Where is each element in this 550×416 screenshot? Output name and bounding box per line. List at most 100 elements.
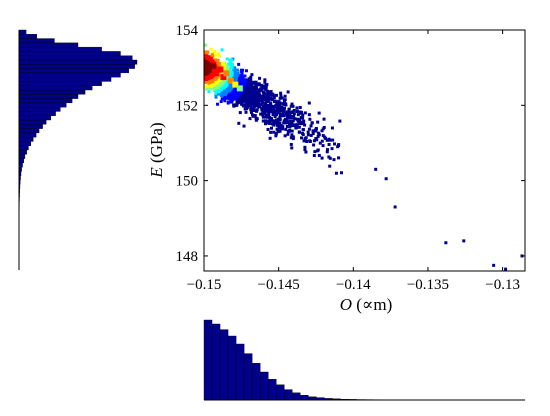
- scatter-point: [229, 60, 233, 64]
- scatter-point: [249, 88, 253, 92]
- scatter-point: [272, 94, 276, 98]
- scatter-point: [287, 115, 291, 119]
- scatter-point: [256, 103, 260, 107]
- scatter-point: [288, 125, 292, 129]
- scatter-point: [290, 111, 294, 115]
- scatter-point: [298, 105, 302, 109]
- scatter-point: [216, 60, 220, 64]
- scatter-point: [264, 119, 268, 123]
- e-histogram-bar: [18, 46, 102, 52]
- scatter-point: [301, 113, 305, 117]
- e-histogram-bar: [18, 94, 79, 99]
- scatter-point: [268, 101, 272, 105]
- scatter-point: [325, 150, 329, 154]
- scatter-point: [288, 122, 292, 126]
- scatter-point: [232, 74, 236, 78]
- scatter-point: [277, 121, 281, 125]
- scatter-point: [259, 112, 263, 116]
- scatter-point: [320, 129, 324, 133]
- scatter-point: [283, 94, 287, 98]
- scatter-point: [308, 139, 312, 143]
- scatter-point: [280, 125, 284, 129]
- scatter-point: [277, 125, 281, 129]
- scatter-point: [334, 171, 338, 175]
- scatter-point: [272, 96, 276, 100]
- scatter-point: [322, 117, 326, 121]
- scatter-point: [226, 100, 230, 104]
- scatter-point: [303, 148, 307, 152]
- scatter-point: [278, 115, 282, 119]
- scatter-point: [303, 137, 307, 141]
- scatter-point: [259, 83, 263, 87]
- scatter-point: [238, 74, 242, 78]
- scatter-point: [321, 127, 325, 131]
- e-histogram-bar: [18, 59, 138, 65]
- scatter-point: [337, 143, 341, 147]
- e-histogram-bar: [18, 76, 112, 82]
- e-histogram-bar: [18, 98, 73, 104]
- scatter-point: [264, 115, 268, 119]
- x-tick-label: −0.135: [407, 277, 449, 293]
- scatter-point: [271, 119, 275, 123]
- scatter-point: [289, 136, 293, 140]
- scatter-point: [301, 128, 305, 132]
- scatter-point: [316, 120, 320, 124]
- scatter-point: [242, 103, 246, 107]
- scatter-point-outlier: [504, 267, 508, 271]
- o-histogram-bar: [292, 392, 301, 401]
- scatter-point: [257, 82, 261, 86]
- scatter-point: [235, 68, 239, 72]
- e-histogram-bar: [18, 51, 121, 56]
- scatter-point: [233, 66, 237, 70]
- scatter-point: [301, 131, 304, 135]
- scatter-point: [290, 129, 294, 133]
- scatter-point: [216, 102, 220, 106]
- scatter-point: [242, 124, 246, 128]
- scatter-point: [285, 112, 289, 116]
- scatter-point: [266, 127, 270, 131]
- scatter-point: [320, 139, 324, 143]
- x-axis-ticks: −0.15 −0.145 −0.14 −0.135 −0.13: [187, 30, 520, 293]
- scatter-point: [289, 142, 293, 146]
- scatter-point: [283, 101, 287, 105]
- o-histogram-bar: [268, 379, 277, 401]
- scatter-point: [287, 110, 291, 114]
- scatter-point: [263, 80, 267, 84]
- scatter-point-outlier: [492, 263, 496, 267]
- scatter-point: [292, 112, 296, 116]
- x-tick-label: −0.14: [336, 277, 371, 293]
- scatter-point: [305, 140, 309, 143]
- scatter-point: [207, 90, 211, 94]
- scatter-point: [288, 113, 292, 117]
- scatter-point: [277, 100, 281, 104]
- scatter-point-outlier: [393, 205, 397, 209]
- scatter-point: [321, 134, 325, 138]
- scatter-point: [331, 138, 335, 142]
- scatter-point: [254, 85, 258, 89]
- scatter-point: [210, 53, 214, 57]
- scatter-point: [253, 114, 257, 118]
- o-histogram-bar: [259, 371, 269, 401]
- scatter-point-core: [223, 70, 230, 77]
- o-histogram-bar: [243, 353, 253, 401]
- scatter-point: [298, 110, 302, 114]
- scatter-point: [285, 110, 289, 114]
- scatter-point-outlier: [374, 167, 378, 171]
- scatter-point: [301, 120, 305, 124]
- scatter-point: [268, 136, 272, 140]
- scatter-point: [224, 93, 228, 97]
- scatter-point: [207, 86, 211, 90]
- scatter-point: [294, 126, 298, 130]
- scatter-point: [225, 57, 229, 61]
- scatter-point: [287, 108, 291, 112]
- e-histogram-bar: [18, 38, 55, 44]
- o-histogram-bar: [300, 395, 309, 401]
- scatter-point: [290, 102, 294, 106]
- scatter-point: [254, 109, 258, 113]
- scatter-point: [252, 80, 256, 84]
- scatter-point: [268, 120, 272, 124]
- e-histogram-bar: [18, 29, 27, 35]
- scatter-point: [271, 113, 275, 117]
- scatter-point-core: [212, 70, 219, 77]
- scatter-point: [219, 91, 223, 95]
